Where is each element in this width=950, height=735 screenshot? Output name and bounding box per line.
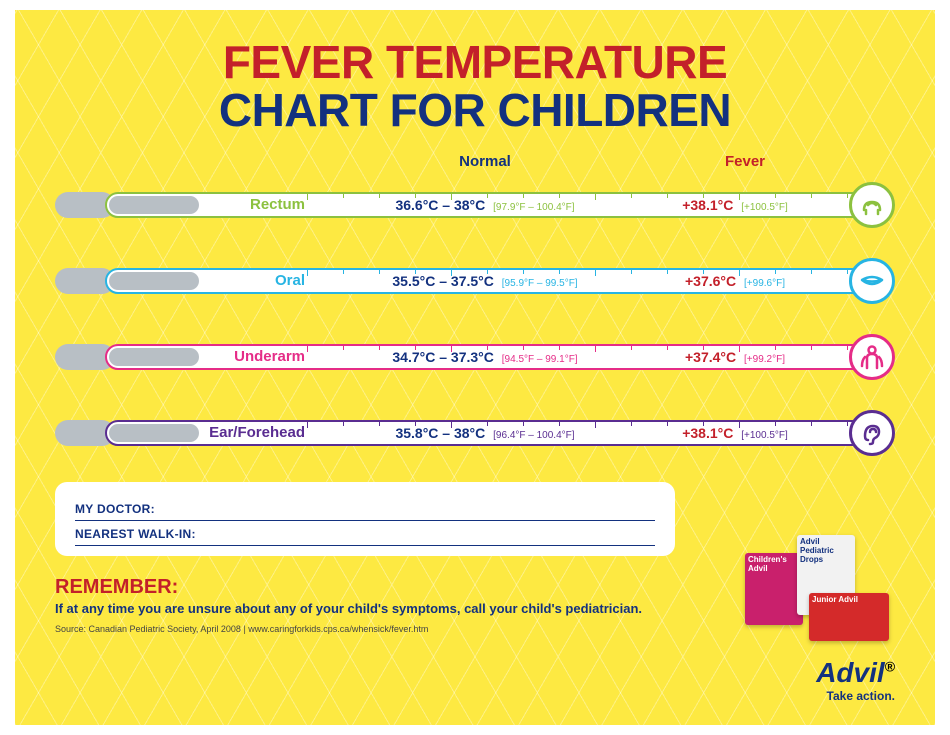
thermometer-row-ear: Ear/Forehead 35.8°C – 38°C [96.4°F – 100.…: [55, 406, 895, 462]
normal-range: 35.5°C – 37.5°C [95.9°F – 99.5°F]: [335, 273, 635, 289]
normal-range: 35.8°C – 38°C [96.4°F – 100.4°F]: [335, 425, 635, 441]
title-line-1: FEVER TEMPERATURE: [55, 38, 895, 86]
rectum-icon: [849, 182, 895, 228]
method-label: Oral: [155, 272, 305, 289]
fever-threshold: +37.6°C [+99.6°F]: [635, 273, 835, 289]
fever-threshold: +38.1°C [+100.5°F]: [635, 197, 835, 213]
thermometer-list: Rectum36.6°C – 38°C [97.9°F – 100.4°F]+3…: [55, 178, 895, 462]
title-line-2: CHART FOR CHILDREN: [55, 86, 895, 134]
thermometer-row-oral: Oral 35.5°C – 37.5°C [95.9°F – 99.5°F]+37…: [55, 254, 895, 310]
normal-range: 34.7°C – 37.3°C [94.5°F – 99.1°F]: [335, 349, 635, 365]
thermometer-row-rectum: Rectum 36.6°C – 38°C [97.9°F – 100.4°F]+3…: [55, 178, 895, 234]
ear-icon: [849, 410, 895, 456]
contact-info-box: MY DOCTOR: NEAREST WALK-IN:: [55, 482, 675, 556]
my-doctor-field: MY DOCTOR:: [75, 496, 655, 521]
fever-threshold: +37.4°C [+99.2°F]: [635, 349, 835, 365]
page-title: FEVER TEMPERATURE CHART FOR CHILDREN: [55, 38, 895, 135]
oral-icon: [849, 258, 895, 304]
fever-threshold: +38.1°C [+100.5°F]: [635, 425, 835, 441]
method-label: Ear/Forehead: [155, 424, 305, 441]
product-box: Junior Advil: [809, 593, 889, 641]
method-label: Rectum: [155, 196, 305, 213]
column-header-normal: Normal: [335, 153, 635, 170]
brand-block: Advil® Take action.: [816, 657, 895, 703]
brand-logo: Advil®: [816, 657, 895, 689]
normal-range: 36.6°C – 38°C [97.9°F – 100.4°F]: [335, 197, 635, 213]
column-headers: Normal Fever: [55, 153, 895, 170]
poster: FEVER TEMPERATURE CHART FOR CHILDREN Nor…: [15, 10, 935, 725]
brand-tagline: Take action.: [816, 689, 895, 703]
nearest-walkin-field: NEAREST WALK-IN:: [75, 521, 655, 546]
product-box: Children's Advil: [745, 553, 803, 625]
thermometer-row-underarm: Underarm 34.7°C – 37.3°C [94.5°F – 99.1°F…: [55, 330, 895, 386]
underarm-icon: [849, 334, 895, 380]
product-images: Children's AdvilAdvil Pediatric DropsJun…: [745, 535, 895, 645]
method-label: Underarm: [155, 348, 305, 365]
column-header-fever: Fever: [635, 153, 855, 170]
